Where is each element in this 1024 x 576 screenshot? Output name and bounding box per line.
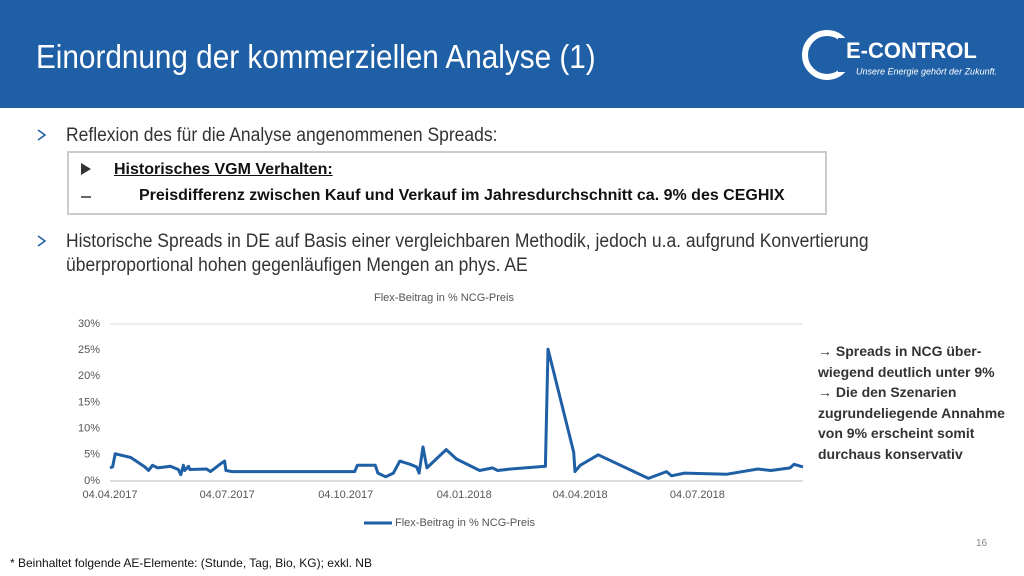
bullet-markers: [37, 129, 47, 247]
side-note-line: → Die den Szenarien: [818, 384, 957, 400]
side-note: → Spreads in NCG über-wiegend deutlich u…: [818, 341, 1005, 464]
side-note-line: von 9% erscheint somit: [818, 425, 975, 441]
logo: E-CONTROL Unsere Energie gehört der Zuku…: [802, 30, 997, 80]
legend-label: Flex-Beitrag in % NCG-Preis: [395, 517, 535, 529]
x-tick-label: 04.01.2018: [437, 489, 492, 501]
quote-box: Historisches VGM Verhalten: Preisdiffere…: [67, 151, 827, 215]
bullet: Reflexion des für die Analyse angenommen…: [66, 125, 498, 146]
side-note-line: durchaus konservativ: [818, 445, 963, 462]
y-tick-label: 5%: [84, 449, 100, 461]
y-tick-label: 20%: [78, 370, 100, 382]
x-tick-label: 04.10.2017: [318, 489, 373, 501]
logo-name: E-CONTROL: [846, 38, 977, 63]
x-tick-label: 04.04.2018: [553, 489, 608, 501]
chart-title: Flex-Beitrag in % NCG-Preis: [374, 292, 514, 304]
bullet-chevron: [37, 129, 47, 141]
x-tick-label: 04.07.2017: [200, 489, 255, 501]
bullet: Historische Spreads in DE auf Basis eine…: [66, 231, 869, 276]
y-tick-label: 0%: [84, 475, 100, 487]
data-line: [109, 347, 804, 480]
y-tick-label: 15%: [78, 396, 100, 408]
footnote: * Beinhaltet folgende AE-Elemente: (Stun…: [10, 556, 372, 570]
slide-title: Einordnung der kommerziellen Analyse (1): [36, 38, 596, 75]
box-triangle: [81, 163, 91, 175]
side-note-line: → Spreads in NCG über-: [818, 343, 982, 359]
side-note-line: wiegend deutlich unter 9%: [818, 363, 995, 380]
logo-gap: [838, 38, 858, 72]
box-item: Preisdifferenz zwischen Kauf und Verkauf…: [139, 187, 785, 204]
box-heading: Historisches VGM Verhalten:: [114, 161, 333, 178]
y-tick-label: 30%: [78, 318, 100, 330]
logo-tagline: Unsere Energie gehört der Zukunft.: [856, 66, 997, 76]
side-note-line: zugrundeliegende Annahme: [818, 404, 1005, 421]
bullet-chevron: [37, 235, 47, 247]
x-tick-label: 04.04.2017: [82, 489, 137, 501]
y-tick-label: 10%: [78, 423, 100, 435]
y-tick-label: 25%: [78, 344, 100, 356]
x-tick-label: 04.07.2018: [670, 489, 725, 501]
box-markers: [81, 163, 91, 198]
page-number: 16: [976, 538, 988, 549]
